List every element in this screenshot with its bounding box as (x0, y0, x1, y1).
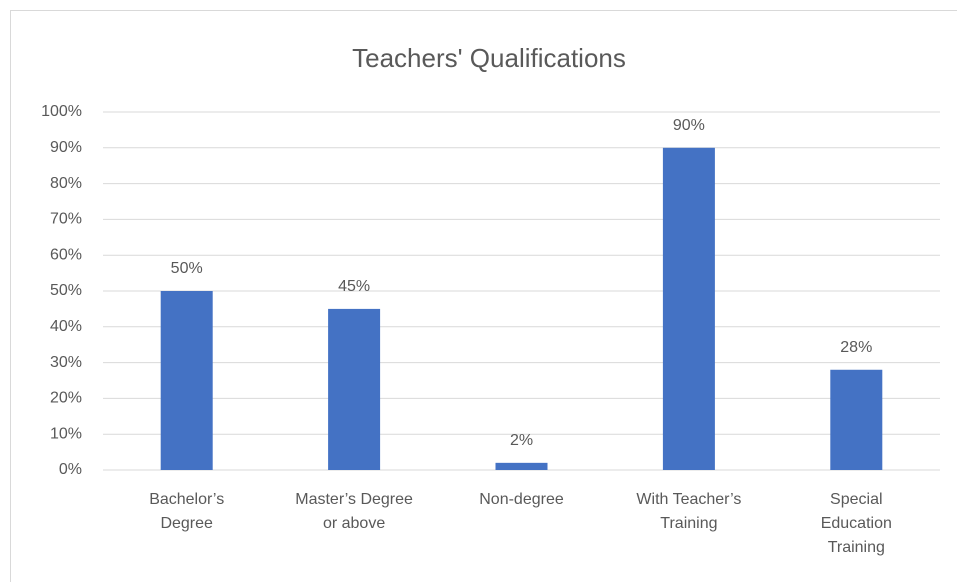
y-tick-label: 10% (50, 425, 82, 442)
bar (495, 462, 548, 470)
y-tick-label: 90% (50, 139, 82, 156)
y-tick-label: 50% (50, 282, 82, 299)
bar (830, 369, 883, 470)
y-tick-label: 40% (50, 318, 82, 335)
x-tick-label: Special Education Training (821, 491, 892, 556)
data-label: 90% (673, 117, 705, 134)
bar (328, 308, 381, 470)
data-label: 28% (840, 339, 872, 356)
chart-title: Teachers' Qualifications (352, 43, 626, 73)
y-tick-label: 30% (50, 354, 82, 371)
y-tick-label: 0% (59, 461, 82, 478)
bar (160, 291, 213, 470)
x-tick-label: Master’s Degree or above (295, 491, 413, 532)
y-tick-label: 60% (50, 246, 82, 263)
data-label: 2% (510, 432, 533, 449)
data-label: 50% (171, 260, 203, 277)
x-tick-label: With Teacher’s Training (636, 491, 741, 532)
x-tick-label: Bachelor’s Degree (149, 491, 224, 532)
y-tick-label: 100% (41, 103, 82, 120)
x-tick-label: Non-degree (479, 491, 564, 508)
bar (662, 147, 715, 471)
data-label: 45% (338, 278, 370, 295)
y-tick-label: 80% (50, 175, 82, 192)
y-tick-label: 20% (50, 390, 82, 407)
y-tick-label: 70% (50, 211, 82, 228)
